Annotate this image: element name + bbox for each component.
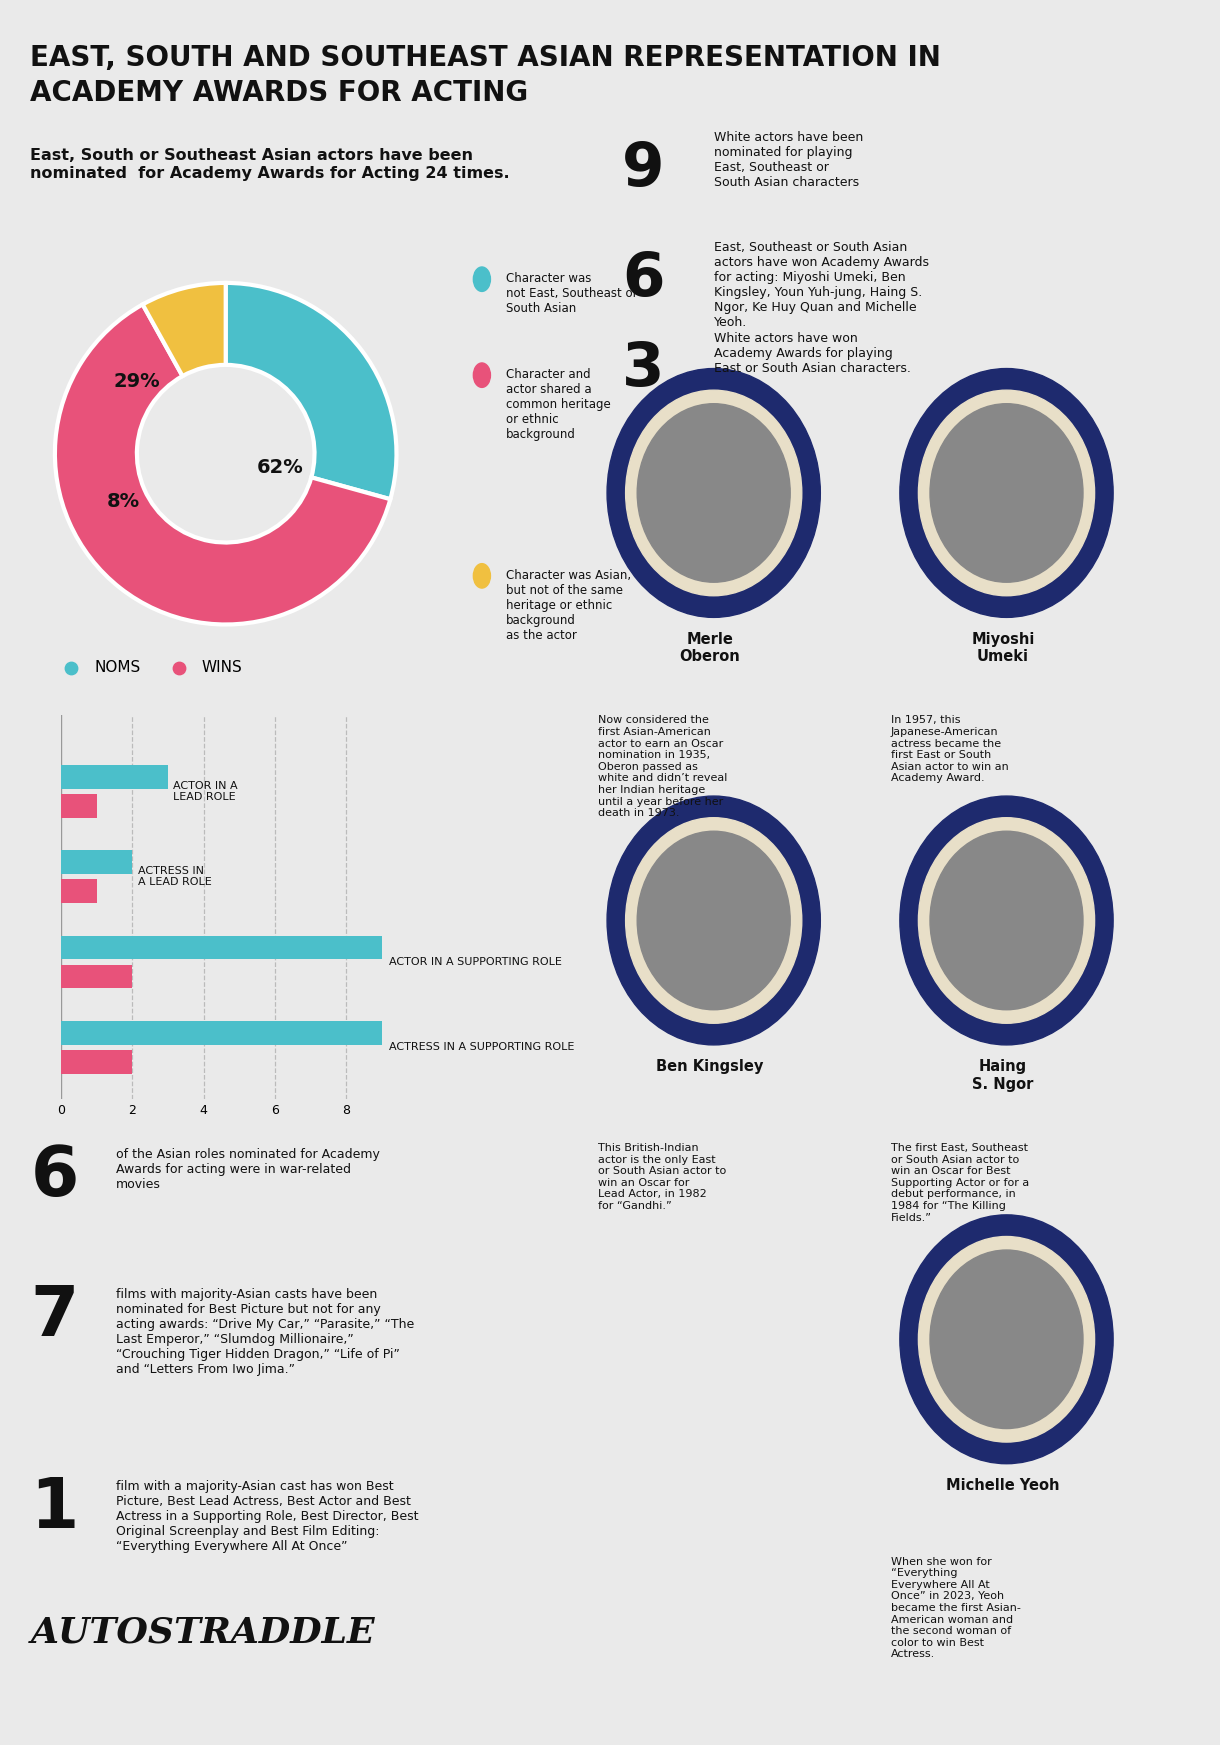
Bar bbox=[61, 850, 132, 874]
Text: EAST, SOUTH AND SOUTHEAST ASIAN REPRESENTATION IN: EAST, SOUTH AND SOUTHEAST ASIAN REPRESEN… bbox=[30, 44, 942, 72]
Text: 62%: 62% bbox=[257, 457, 304, 476]
Circle shape bbox=[637, 831, 791, 1010]
Bar bbox=[61, 1021, 382, 1045]
Circle shape bbox=[900, 1215, 1113, 1464]
Wedge shape bbox=[143, 283, 226, 377]
Wedge shape bbox=[55, 304, 390, 625]
Text: Haing
S. Ngor: Haing S. Ngor bbox=[972, 1059, 1033, 1092]
Text: 6: 6 bbox=[622, 250, 665, 309]
Circle shape bbox=[626, 818, 802, 1023]
Text: Michelle Yeoh: Michelle Yeoh bbox=[946, 1478, 1060, 1494]
Text: Miyoshi
Umeki: Miyoshi Umeki bbox=[971, 632, 1035, 665]
Text: 6: 6 bbox=[30, 1143, 79, 1209]
Text: AUTOSTRADDLE: AUTOSTRADDLE bbox=[30, 1616, 375, 1649]
Text: ACTRESS IN A SUPPORTING ROLE: ACTRESS IN A SUPPORTING ROLE bbox=[389, 1042, 575, 1052]
Text: Ben Kingsley: Ben Kingsley bbox=[656, 1059, 764, 1075]
Circle shape bbox=[900, 796, 1113, 1045]
Text: The first East, Southeast
or South Asian actor to
win an Oscar for Best
Supporti: The first East, Southeast or South Asian… bbox=[891, 1143, 1028, 1223]
Text: White actors have been
nominated for playing
East, Southeast or
South Asian char: White actors have been nominated for pla… bbox=[714, 131, 863, 188]
Legend: NOMS, WINS: NOMS, WINS bbox=[50, 654, 249, 681]
Wedge shape bbox=[226, 283, 396, 499]
Text: This British-Indian
actor is the only East
or South Asian actor to
win an Oscar : This British-Indian actor is the only Ea… bbox=[598, 1143, 726, 1211]
Bar bbox=[61, 935, 382, 960]
Circle shape bbox=[608, 368, 820, 618]
Text: White actors have won
Academy Awards for playing
East or South Asian characters.: White actors have won Academy Awards for… bbox=[714, 332, 910, 375]
Bar bbox=[61, 764, 168, 789]
Text: Character and
actor shared a
common heritage
or ethnic
background: Character and actor shared a common heri… bbox=[506, 368, 611, 441]
Text: ACTOR IN A SUPPORTING ROLE: ACTOR IN A SUPPORTING ROLE bbox=[389, 956, 562, 967]
Text: 9: 9 bbox=[622, 140, 665, 199]
Circle shape bbox=[900, 368, 1113, 618]
Text: East, Southeast or South Asian
actors have won Academy Awards
for acting: Miyosh: East, Southeast or South Asian actors ha… bbox=[714, 241, 928, 328]
Text: Character was
not East, Southeast or
South Asian: Character was not East, Southeast or Sou… bbox=[506, 272, 638, 316]
Text: 7: 7 bbox=[30, 1283, 79, 1349]
Text: When she won for
“Everything
Everywhere All At
Once” in 2023, Yeoh
became the fi: When she won for “Everything Everywhere … bbox=[891, 1557, 1020, 1659]
Text: ACTRESS IN
A LEAD ROLE: ACTRESS IN A LEAD ROLE bbox=[138, 866, 211, 888]
Text: ACTOR IN A
LEAD ROLE: ACTOR IN A LEAD ROLE bbox=[173, 780, 238, 803]
Circle shape bbox=[919, 391, 1094, 595]
Circle shape bbox=[930, 1249, 1083, 1429]
Text: film with a majority-Asian cast has won Best
Picture, Best Lead Actress, Best Ac: film with a majority-Asian cast has won … bbox=[116, 1480, 418, 1553]
Circle shape bbox=[608, 796, 820, 1045]
Text: 1: 1 bbox=[30, 1475, 79, 1541]
Circle shape bbox=[930, 831, 1083, 1010]
Text: Merle
Oberon: Merle Oberon bbox=[680, 632, 741, 665]
Text: Now considered the
first Asian-American
actor to earn an Oscar
nomination in 193: Now considered the first Asian-American … bbox=[598, 715, 727, 818]
Bar bbox=[61, 1050, 132, 1073]
Text: In 1957, this
Japanese-American
actress became the
first East or South
Asian act: In 1957, this Japanese-American actress … bbox=[891, 715, 1009, 784]
Bar bbox=[61, 794, 96, 818]
Bar bbox=[61, 965, 132, 988]
Bar bbox=[61, 879, 96, 904]
Circle shape bbox=[919, 818, 1094, 1023]
Text: Character was Asian,
but not of the same
heritage or ethnic
background
as the ac: Character was Asian, but not of the same… bbox=[506, 569, 632, 642]
Text: 29%: 29% bbox=[113, 372, 160, 391]
Text: 3: 3 bbox=[622, 340, 665, 400]
Text: 8%: 8% bbox=[106, 492, 140, 511]
Text: films with majority-Asian casts have been
nominated for Best Picture but not for: films with majority-Asian casts have bee… bbox=[116, 1288, 414, 1375]
Circle shape bbox=[626, 391, 802, 595]
Text: East, South or Southeast Asian actors have been
nominated  for Academy Awards fo: East, South or Southeast Asian actors ha… bbox=[30, 148, 510, 181]
Circle shape bbox=[637, 403, 791, 583]
Text: of the Asian roles nominated for Academy
Awards for acting were in war-related
m: of the Asian roles nominated for Academy… bbox=[116, 1148, 379, 1192]
Circle shape bbox=[919, 1237, 1094, 1441]
Text: ACADEMY AWARDS FOR ACTING: ACADEMY AWARDS FOR ACTING bbox=[30, 79, 528, 106]
Circle shape bbox=[930, 403, 1083, 583]
